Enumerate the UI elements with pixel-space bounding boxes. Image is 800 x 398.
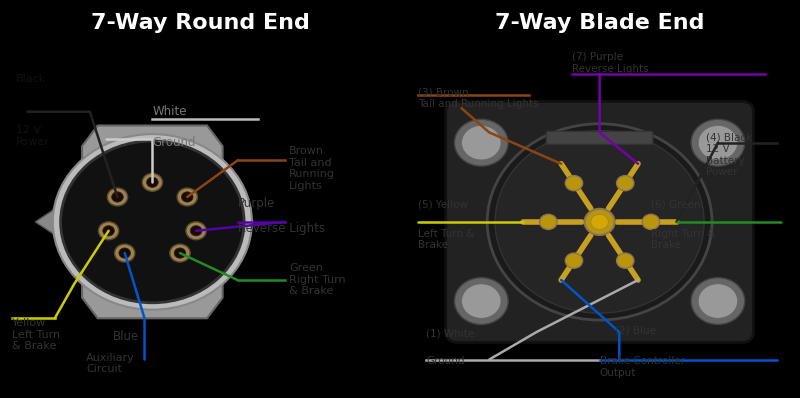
Text: Auxiliary
Circuit: Auxiliary Circuit	[86, 353, 135, 374]
Circle shape	[540, 214, 557, 230]
Circle shape	[691, 119, 745, 166]
Text: 12 V
Power: 12 V Power	[16, 125, 50, 147]
Text: Ground: Ground	[426, 356, 465, 366]
FancyBboxPatch shape	[446, 101, 754, 342]
Circle shape	[174, 248, 186, 258]
Circle shape	[462, 125, 501, 160]
Circle shape	[98, 222, 118, 240]
Circle shape	[61, 141, 244, 303]
Text: (6) Green: (6) Green	[651, 200, 700, 210]
Circle shape	[591, 214, 608, 230]
FancyBboxPatch shape	[546, 131, 653, 144]
Circle shape	[566, 176, 582, 191]
Circle shape	[177, 188, 198, 206]
Text: Yellow
Left Turn
& Brake: Yellow Left Turn & Brake	[12, 318, 60, 351]
Text: White: White	[152, 105, 187, 118]
Circle shape	[114, 244, 135, 262]
Circle shape	[454, 278, 508, 324]
Circle shape	[146, 177, 158, 187]
Text: Brown
Tail and
Running
Lights: Brown Tail and Running Lights	[289, 146, 335, 191]
Circle shape	[487, 124, 712, 320]
Text: Reverse Lights: Reverse Lights	[238, 222, 326, 235]
Circle shape	[698, 284, 738, 318]
Circle shape	[119, 248, 130, 258]
Circle shape	[585, 209, 614, 235]
Circle shape	[462, 284, 501, 318]
Text: Right Turn &
Brake: Right Turn & Brake	[651, 229, 715, 250]
Circle shape	[112, 192, 123, 202]
Text: 7-Way Round End: 7-Way Round End	[90, 13, 310, 33]
Polygon shape	[35, 191, 82, 253]
Text: Blue: Blue	[114, 330, 139, 343]
Text: Left Turn &
Brake: Left Turn & Brake	[418, 229, 474, 250]
Text: 7-Way Blade End: 7-Way Blade End	[495, 13, 705, 33]
Text: (2) Blue: (2) Blue	[615, 325, 656, 335]
Polygon shape	[222, 191, 254, 253]
Text: Brake Controller
Output: Brake Controller Output	[600, 356, 685, 378]
Circle shape	[617, 253, 634, 268]
Text: (1) White: (1) White	[426, 329, 474, 339]
Circle shape	[53, 134, 252, 310]
Circle shape	[186, 222, 206, 240]
Text: (7) Purple
Reverse Lights: (7) Purple Reverse Lights	[572, 52, 649, 74]
Text: Green
Right Turn
& Brake: Green Right Turn & Brake	[289, 263, 346, 297]
Text: Purple: Purple	[238, 197, 276, 210]
Text: Black: Black	[16, 74, 46, 84]
Circle shape	[698, 125, 738, 160]
Text: (4) Black
12 V
Battery
Power: (4) Black 12 V Battery Power	[706, 133, 752, 177]
Circle shape	[107, 188, 128, 206]
Circle shape	[190, 226, 202, 236]
Text: Ground: Ground	[152, 136, 196, 149]
Circle shape	[182, 192, 193, 202]
Circle shape	[170, 244, 190, 262]
Text: (3) Brown
Tail and Running Lights: (3) Brown Tail and Running Lights	[418, 88, 539, 109]
Polygon shape	[82, 125, 222, 318]
Text: (5) Yellow: (5) Yellow	[418, 200, 468, 210]
Circle shape	[642, 214, 659, 230]
Circle shape	[566, 253, 582, 268]
Circle shape	[454, 119, 508, 166]
Circle shape	[102, 226, 114, 236]
Circle shape	[142, 174, 162, 191]
Circle shape	[617, 176, 634, 191]
Circle shape	[495, 131, 704, 313]
Circle shape	[691, 278, 745, 324]
